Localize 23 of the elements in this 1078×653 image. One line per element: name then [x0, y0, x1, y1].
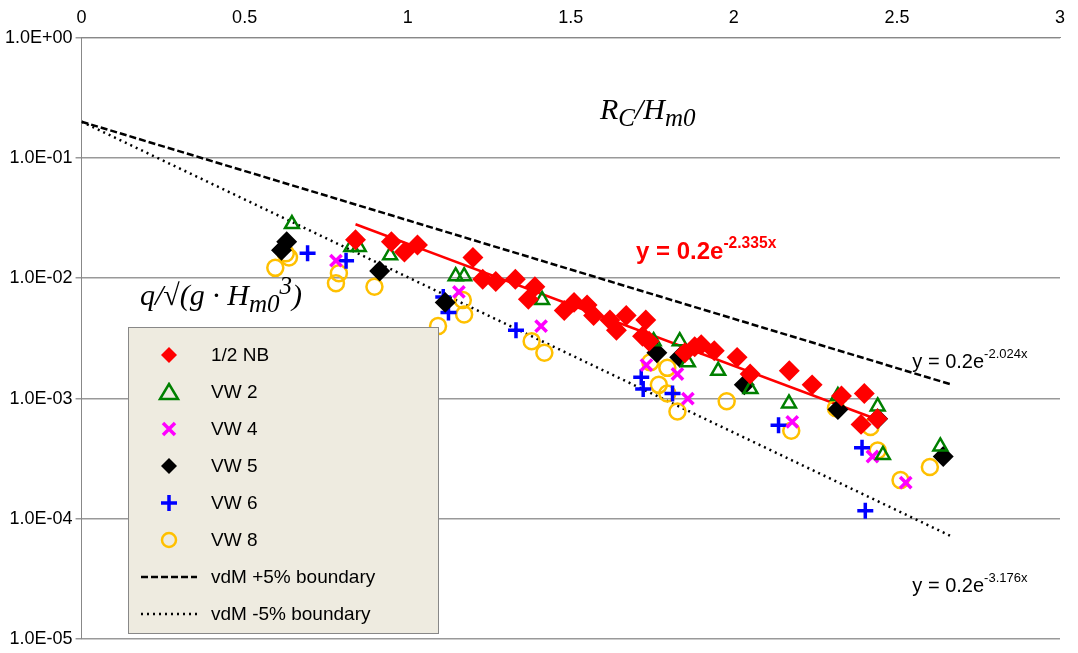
- x-tick-label: 0: [76, 6, 87, 27]
- y-tick-label: 1.0E-05: [9, 628, 73, 649]
- x-tick-label: 1: [402, 6, 413, 27]
- legend-label: vdM +5% boundary: [211, 565, 376, 588]
- x-axis-title: R$_{C}$/H$_{m0}$: [600, 91, 696, 133]
- legend-label: VW 5: [211, 454, 258, 477]
- x-tick-label: 2.5: [884, 6, 910, 27]
- legend-label: VW 6: [211, 491, 258, 514]
- legend-label: VW 4: [211, 417, 258, 440]
- y-tick-label: 1.0E-04: [9, 507, 73, 528]
- legend-label: vdM -5% boundary: [211, 602, 371, 625]
- y-tick-label: 1.0E-03: [9, 387, 73, 408]
- legend-label: VW 8: [211, 528, 258, 551]
- x-tick-label: 0.5: [232, 6, 258, 27]
- x-tick-label: 1.5: [558, 6, 584, 27]
- y-tick-label: 1.0E-02: [9, 267, 73, 288]
- x-tick-label: 2: [728, 6, 739, 27]
- y-axis-title: q/√(g · H$_{m0}$$^{3}$): [140, 271, 303, 319]
- y-tick-label: 1.0E+00: [5, 26, 73, 47]
- legend-label: VW 2: [211, 380, 258, 403]
- y-tick-label: 1.0E-01: [9, 146, 73, 167]
- legend-label: 1/2 NB: [211, 343, 270, 366]
- x-tick-label: 3: [1054, 6, 1066, 27]
